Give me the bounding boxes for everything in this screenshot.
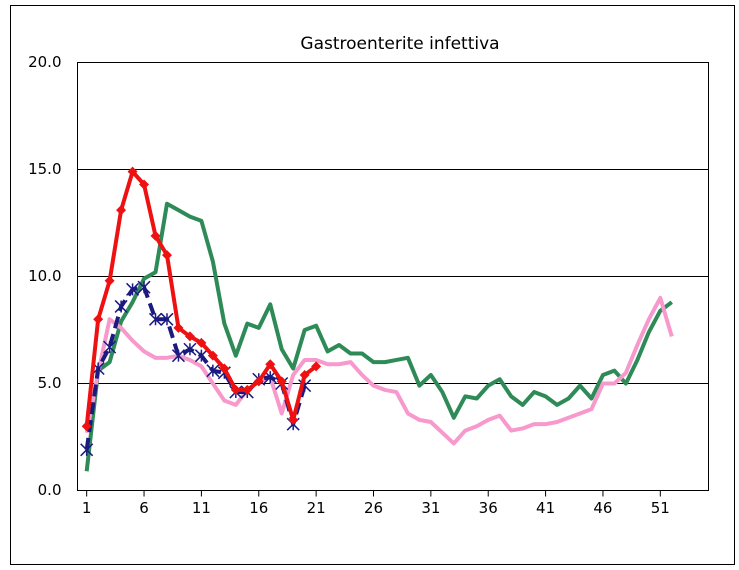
marker (276, 376, 287, 387)
x-tick-label: 36 (479, 499, 498, 517)
series-line (84, 201, 673, 472)
marker (206, 364, 220, 378)
marker (194, 349, 208, 363)
marker (207, 350, 218, 361)
marker (171, 349, 185, 363)
marker (139, 179, 150, 190)
marker (114, 299, 128, 313)
x-tick-label: 21 (307, 499, 326, 517)
y-tick-label: 20.0 (28, 53, 61, 71)
marker (196, 337, 207, 348)
x-tick-label: 11 (192, 499, 211, 517)
marker (104, 275, 115, 286)
marker (230, 384, 241, 395)
x-tick-label: 51 (651, 499, 670, 517)
x-tick-label: 41 (536, 499, 555, 517)
x-tick-label: 46 (593, 499, 612, 517)
marker (311, 361, 322, 372)
marker (253, 376, 264, 387)
x-tick-label: 16 (249, 499, 268, 517)
marker (299, 369, 310, 380)
marker (288, 414, 299, 425)
x-tick-label: 6 (139, 499, 149, 517)
marker (160, 312, 174, 326)
marker (242, 384, 253, 395)
x-tick-label: 31 (421, 499, 440, 517)
marker (137, 280, 151, 294)
marker (173, 322, 184, 333)
x-tick-label: 26 (364, 499, 383, 517)
y-tick-label: 10.0 (28, 267, 61, 285)
marker (126, 282, 140, 296)
chart-border (10, 5, 735, 565)
marker (161, 250, 172, 261)
marker (93, 314, 104, 325)
marker (80, 443, 94, 457)
marker (103, 340, 117, 354)
x-tick-label: 1 (82, 499, 92, 517)
series-line (84, 295, 674, 446)
chart-title: Gastroenterite infettiva (300, 34, 499, 54)
y-tick-label: 15.0 (28, 160, 61, 178)
marker (150, 230, 161, 241)
marker (127, 166, 138, 177)
marker (184, 331, 195, 342)
marker (116, 205, 127, 216)
marker (148, 312, 163, 326)
marker (265, 359, 276, 370)
marker (81, 421, 92, 432)
marker (183, 342, 197, 356)
y-tick-label: 5.0 (38, 374, 62, 392)
marker (219, 363, 230, 374)
y-tick-label: 0.0 (38, 481, 62, 499)
